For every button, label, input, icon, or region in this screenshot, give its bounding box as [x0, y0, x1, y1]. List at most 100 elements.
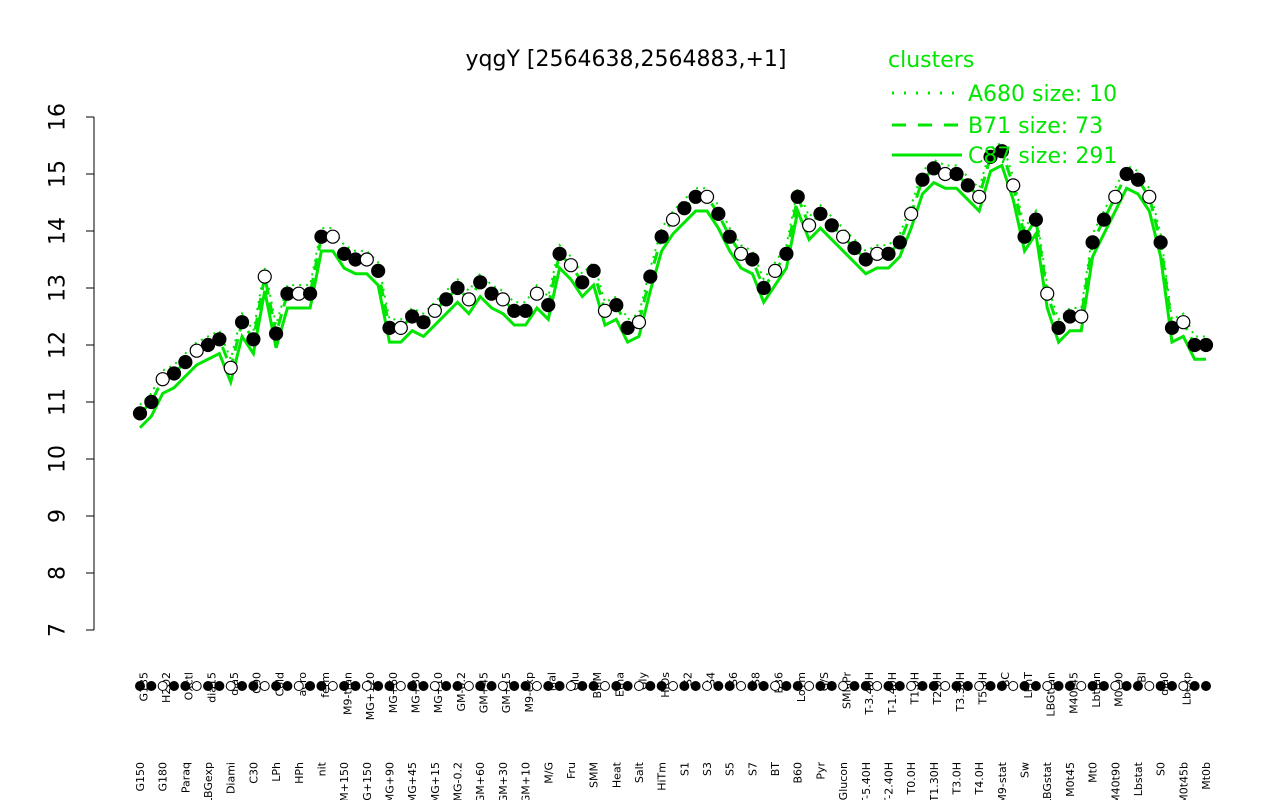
data-point [371, 263, 386, 278]
y-tick-label: 8 [46, 566, 71, 580]
x-tick-label: T0.0H [905, 762, 918, 795]
data-point [1051, 320, 1066, 335]
x-tick-label: MG+60 [387, 672, 400, 713]
x-tick-label: GM+45 [478, 672, 491, 713]
data-point [1142, 189, 1157, 204]
data-point [801, 218, 817, 233]
cluster-marker [974, 681, 985, 691]
cluster-marker [724, 681, 735, 691]
x-tick-label: MG+90 [383, 762, 396, 800]
cluster-marker [486, 681, 497, 691]
data-point [393, 320, 408, 335]
cluster-marker [271, 681, 282, 691]
legend-label-b71: B71 size: 73 [968, 114, 1103, 139]
data-point [722, 229, 737, 244]
x-tick-label: HPh [293, 762, 306, 784]
data-point [915, 172, 930, 187]
x-tick-label: T-2.40H [882, 762, 895, 800]
x-tick-label: GM+30 [497, 762, 510, 800]
y-tick-label: 15 [46, 160, 71, 188]
cluster-marker [894, 681, 905, 691]
y-tick-label: 9 [46, 509, 71, 523]
data-point [1040, 286, 1055, 301]
cluster-marker [429, 681, 440, 691]
x-tick-label: B60 [792, 762, 805, 784]
data-point [212, 332, 227, 347]
x-tick-label: C30 [247, 762, 260, 784]
cluster-marker [588, 681, 599, 691]
data-point [450, 280, 465, 296]
x-tick-label: GM+60 [474, 762, 487, 800]
data-point [949, 166, 964, 182]
data-point [257, 269, 272, 284]
data-point [643, 269, 658, 284]
cluster-marker [996, 681, 1007, 691]
x-tick-label: Sw [1019, 762, 1032, 778]
cluster-marker [1201, 681, 1211, 691]
cluster-marker [146, 681, 157, 691]
data-point [711, 206, 726, 221]
y-tick-label: 11 [46, 388, 71, 416]
data-point [405, 309, 420, 324]
x-tick-label: Salt [633, 761, 646, 783]
cluster-marker [906, 681, 917, 691]
cluster-marker [135, 681, 145, 691]
data-point [813, 206, 828, 221]
x-tick-label: Lbtran [1090, 672, 1103, 708]
x-tick-label: M0t45b [1177, 762, 1190, 800]
legend-label-c87: C87 size: 291 [968, 144, 1117, 169]
y-tick-label: 12 [46, 331, 71, 359]
x-tick-label: M9-tran [341, 672, 354, 715]
x-tick-label: M0t45 [1064, 762, 1077, 797]
data-point [665, 212, 681, 227]
data-point [824, 218, 839, 233]
cluster-marker [1132, 681, 1143, 691]
cluster-marker [361, 681, 372, 691]
series-line-dotted [139, 141, 1206, 406]
legend-title: clusters [888, 48, 974, 73]
data-point [484, 286, 499, 301]
cluster-marker [736, 681, 747, 691]
cluster-marker [962, 681, 973, 691]
cluster-marker [327, 681, 338, 691]
x-tick-label: Pyr [814, 762, 827, 780]
cluster-marker [1098, 681, 1109, 691]
cluster-marker [804, 681, 815, 691]
data-point [529, 286, 545, 301]
data-point [779, 246, 794, 261]
x-tick-label: T-3.40H [863, 672, 876, 715]
data-point [359, 252, 374, 267]
cluster-marker [611, 681, 622, 691]
legend-label-a680: A680 size: 10 [968, 82, 1117, 107]
x-tick-label: LBGexp [202, 762, 215, 800]
legend: clusters A680 size: 10 B71 size: 73 C87 … [888, 48, 1117, 169]
cluster-marker [1144, 681, 1155, 691]
x-tick-label: M9-stat [996, 761, 1009, 800]
data-point [268, 326, 284, 341]
data-point [1085, 235, 1100, 250]
x-tick-label: T3.0H [951, 762, 964, 795]
cluster-marker [316, 681, 327, 691]
cluster-marker [668, 681, 678, 691]
cluster-marker [747, 681, 758, 691]
cluster-marker [509, 681, 520, 691]
data-point [733, 246, 749, 261]
x-tick-label: T-1.40H [886, 672, 899, 715]
cluster-marker [373, 681, 384, 691]
x-tick-label: S0 [1155, 762, 1168, 776]
data-point [609, 298, 624, 313]
cluster-marker [1087, 681, 1098, 691]
y-tick-label: 13 [46, 274, 71, 302]
data-point [904, 206, 919, 221]
cluster-lines [138, 141, 1206, 429]
cluster-marker [248, 681, 259, 691]
data-point [189, 343, 204, 358]
data-point [1006, 178, 1021, 193]
x-tick-label: nit [315, 761, 328, 776]
cluster-marker [781, 681, 792, 691]
x-tick-label: MG+150 [361, 762, 374, 800]
x-tick-label: T3.30H [954, 672, 967, 712]
x-tick-label: S7 [746, 762, 759, 776]
axes: 78910111213141516G150G135G180H2O2ParaqOx… [46, 103, 1213, 800]
cluster-marker [543, 681, 554, 691]
